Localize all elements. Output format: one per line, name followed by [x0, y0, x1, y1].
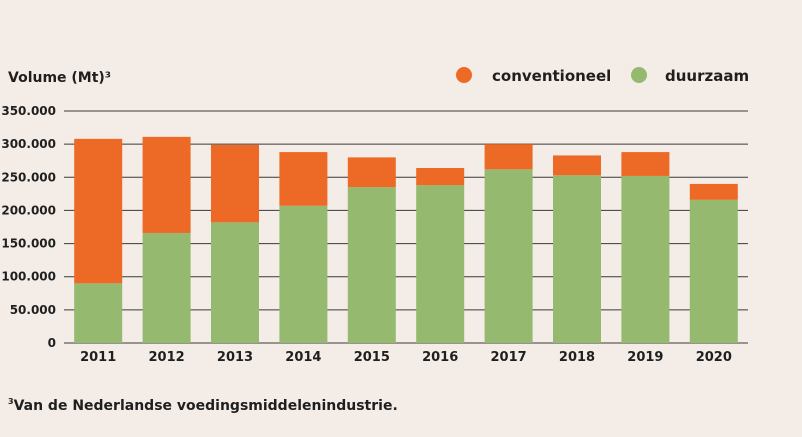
bar-duurzaam-2019 [621, 175, 670, 343]
legend-marker-conventioneel [456, 67, 472, 83]
stacked-bar-chart: Volume (Mt)³ conventioneel duurzaam 0 50.0… [1, 67, 749, 365]
bar-duurzaam-2016 [416, 185, 465, 343]
bar-conventioneel-2013 [211, 144, 259, 223]
footnote-text: Van de Nederlandse voedingsmiddelenindus… [13, 398, 398, 414]
x-tick-label: 2018 [559, 350, 595, 365]
y-tick-label: 200.000 [1, 203, 56, 217]
bar-duurzaam-2014 [279, 205, 328, 343]
legend: conventioneel duurzaam [456, 67, 749, 85]
bar-duurzaam-2017 [484, 169, 533, 343]
bar-conventioneel-2016 [416, 168, 465, 186]
y-tick-label: 100.000 [1, 270, 56, 284]
bar-conventioneel-2018 [553, 155, 601, 176]
y-tick-label: 50.000 [10, 303, 56, 317]
bar-duurzaam-2015 [347, 187, 396, 343]
x-axis-ticks: 2011 2012 2013 2014 2015 2016 2017 2018 2019 2020 [80, 350, 732, 365]
bar-conventioneel-2011 [74, 138, 123, 284]
x-tick-label: 2016 [422, 350, 458, 365]
legend-label-conventioneel: conventioneel [492, 67, 611, 85]
bar-conventioneel-2015 [347, 157, 396, 188]
y-axis-label: Volume (Mt)³ [8, 70, 111, 86]
footnote-marker: 3 [8, 397, 14, 406]
bar-duurzaam-2013 [211, 222, 259, 343]
y-tick-label: 300.000 [1, 137, 56, 151]
bar-duurzaam-2020 [689, 199, 738, 343]
x-tick-label: 2015 [354, 350, 390, 365]
bars [74, 136, 738, 343]
x-tick-label: 2020 [696, 350, 732, 365]
x-tick-label: 2013 [217, 350, 253, 365]
bar-conventioneel-2014 [279, 152, 328, 206]
y-tick-label: 250.000 [1, 170, 56, 184]
y-tick-label: 350.000 [1, 104, 56, 118]
bar-duurzaam-2012 [142, 232, 191, 343]
footnote: 3Van de Nederlandse voedingsmiddelenindu… [8, 397, 398, 414]
y-tick-label: 0 [48, 336, 56, 350]
bar-conventioneel-2020 [689, 183, 738, 200]
x-tick-label: 2017 [491, 350, 527, 365]
y-tick-label: 150.000 [1, 237, 56, 251]
bar-duurzaam-2018 [553, 175, 601, 343]
legend-marker-duurzaam [631, 67, 647, 83]
bar-conventioneel-2017 [484, 144, 533, 170]
x-tick-label: 2012 [149, 350, 185, 365]
x-tick-label: 2014 [285, 350, 321, 365]
x-tick-label: 2011 [80, 350, 116, 365]
bar-conventioneel-2019 [621, 152, 670, 176]
x-tick-label: 2019 [627, 350, 663, 365]
y-axis-ticks: 0 50.000 100.000 150.000 200.000 250.000 300.0… [1, 104, 56, 350]
bar-duurzaam-2011 [74, 283, 123, 343]
bar-conventioneel-2012 [142, 136, 191, 233]
legend-label-duurzaam: duurzaam [665, 67, 749, 85]
